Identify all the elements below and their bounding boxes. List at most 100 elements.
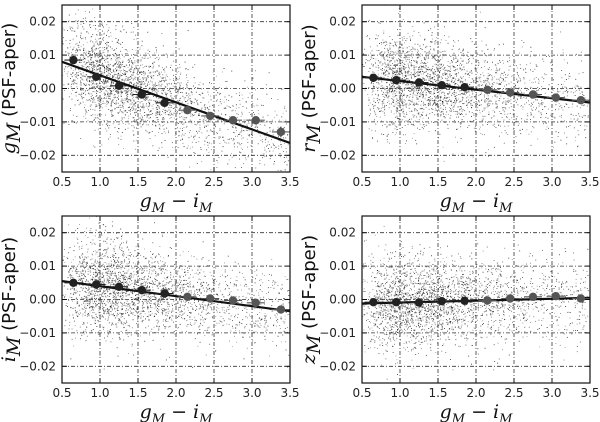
x-tick-label: 1.5 bbox=[428, 175, 447, 189]
binned-point bbox=[524, 90, 542, 99]
bin-marker bbox=[369, 73, 378, 83]
binned-point bbox=[546, 291, 565, 301]
bin-marker bbox=[483, 85, 492, 95]
bin-marker bbox=[114, 81, 124, 91]
y-tick-label: 0.01 bbox=[29, 259, 56, 273]
y-tick-label: 0.02 bbox=[29, 226, 56, 240]
binned-point bbox=[132, 285, 151, 295]
grid-g bbox=[62, 5, 290, 172]
panel-g: 0.5 1.0 1.5 2.0 2.5 3.0 3.5 −0.02 −0.01 0.00 0.01 0… bbox=[0, 4, 300, 216]
binned-point bbox=[455, 296, 474, 306]
x-tick-label: 2.0 bbox=[466, 175, 485, 189]
binned-point bbox=[64, 55, 83, 65]
binned-point bbox=[178, 106, 197, 115]
binned-point bbox=[364, 73, 383, 83]
y-tick-label: 0.01 bbox=[329, 259, 356, 273]
binned-point bbox=[455, 82, 474, 92]
bin-marker bbox=[251, 298, 260, 308]
binned-point bbox=[201, 294, 220, 303]
x-tick-label: 0.5 bbox=[52, 386, 71, 400]
binned-point bbox=[478, 296, 497, 305]
bin-marker bbox=[414, 298, 424, 307]
x-tick-label: 1.0 bbox=[90, 386, 109, 400]
bin-marker bbox=[276, 305, 286, 314]
y-tick-label: −0.02 bbox=[319, 359, 356, 373]
y-tick-label: −0.02 bbox=[19, 359, 56, 373]
binned-point bbox=[201, 111, 220, 121]
x-tick-label: 2.0 bbox=[466, 386, 485, 400]
x-tick-label: 3.0 bbox=[242, 175, 261, 189]
x-tick-label: 1.5 bbox=[128, 175, 147, 189]
x-tick-label: 0.5 bbox=[52, 175, 71, 189]
bin-marker bbox=[228, 116, 238, 125]
x-axis-label: gM − iM bbox=[440, 401, 514, 422]
binned-point bbox=[501, 88, 520, 97]
bin-marker bbox=[392, 297, 401, 307]
bin-marker bbox=[460, 296, 469, 306]
bin-marker bbox=[69, 55, 78, 65]
x-tick-label: 2.5 bbox=[204, 386, 223, 400]
y-axis-label: zM (PSF-aper) bbox=[298, 235, 325, 365]
binned-point bbox=[110, 282, 128, 292]
bin-marker bbox=[483, 296, 492, 305]
y-tick-label: 0.00 bbox=[29, 293, 56, 307]
y-tick-label: −0.01 bbox=[19, 326, 56, 340]
x-tick-label: 2.5 bbox=[504, 386, 523, 400]
bin-marker bbox=[528, 292, 538, 302]
binned-point bbox=[432, 80, 451, 90]
y-tick-label: 0.00 bbox=[29, 82, 56, 96]
y-tick-label: −0.02 bbox=[19, 148, 56, 162]
binned-point bbox=[410, 298, 428, 307]
bin-marker bbox=[506, 88, 515, 97]
x-axis-label: gM − iM bbox=[140, 401, 214, 422]
bin-marker bbox=[114, 282, 124, 292]
binned-point bbox=[546, 93, 565, 102]
x-tick-label: 2.0 bbox=[166, 386, 185, 400]
y-tick-label: −0.01 bbox=[19, 115, 56, 129]
binned-point bbox=[387, 75, 406, 85]
binned-point bbox=[271, 305, 290, 314]
binned-point bbox=[432, 296, 451, 306]
bin-marker bbox=[183, 292, 192, 302]
binned-point bbox=[132, 90, 151, 99]
binned-point bbox=[155, 289, 174, 298]
binned-point bbox=[178, 292, 197, 302]
y-tick-label: −0.01 bbox=[319, 115, 356, 129]
bin-marker bbox=[92, 72, 101, 82]
panel-i: 0.5 1.0 1.5 2.0 2.5 3.0 3.5 −0.02 −0.01 0.00 0.01 0… bbox=[0, 215, 300, 422]
scatter-cloud-z bbox=[362, 225, 589, 380]
binned-point bbox=[387, 297, 406, 307]
x-tick-label: 1.5 bbox=[428, 386, 447, 400]
bin-marker bbox=[228, 296, 238, 305]
bin-marker bbox=[369, 297, 378, 307]
y-tick-label: 0.01 bbox=[29, 48, 56, 62]
grid-r bbox=[362, 5, 590, 172]
binned-point bbox=[410, 78, 428, 87]
panel-r: 0.5 1.0 1.5 2.0 2.5 3.0 3.5 −0.02 −0.01 0.00 0.01 0… bbox=[298, 4, 600, 216]
x-axis-label: gM − iM bbox=[440, 190, 514, 216]
x-tick-label: 0.5 bbox=[352, 175, 371, 189]
binned-point bbox=[87, 72, 106, 82]
bin-marker bbox=[576, 294, 586, 303]
bin-marker bbox=[251, 116, 260, 125]
x-tick-label: 1.0 bbox=[90, 175, 109, 189]
y-tick-label: 0.00 bbox=[329, 293, 356, 307]
binned-point bbox=[271, 126, 290, 138]
binned-point bbox=[571, 294, 590, 303]
binned-point bbox=[501, 294, 520, 303]
bin-marker bbox=[206, 294, 215, 303]
y-axis-label: rM (PSF-aper) bbox=[298, 24, 325, 152]
bin-marker bbox=[392, 75, 401, 85]
bin-marker bbox=[137, 90, 146, 99]
y-tick-label: −0.02 bbox=[319, 148, 356, 162]
binned-point bbox=[110, 81, 128, 91]
x-tick-label: 0.5 bbox=[352, 386, 371, 400]
bin-marker bbox=[69, 278, 78, 287]
bin-marker bbox=[506, 294, 515, 303]
binned-point bbox=[87, 280, 106, 289]
x-tick-label: 3.5 bbox=[280, 386, 299, 400]
binned-point bbox=[155, 98, 174, 108]
bin-marker bbox=[137, 285, 146, 295]
bin-marker bbox=[437, 296, 446, 306]
